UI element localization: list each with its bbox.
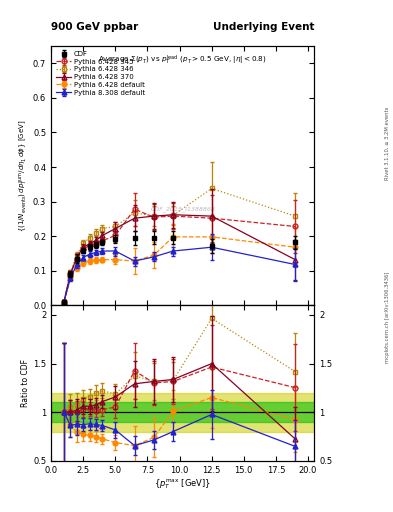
Text: Rivet 3.1.10, ≥ 3.2M events: Rivet 3.1.10, ≥ 3.2M events xyxy=(385,106,389,180)
Text: 900 GeV ppbar: 900 GeV ppbar xyxy=(51,22,138,32)
Text: Average $\Sigma(p_T)$ vs $p_T^{\rm lead}$ ($p_T > 0.5$ GeV, $|\eta| < 0.8$): Average $\Sigma(p_T)$ vs $p_T^{\rm lead}… xyxy=(99,54,267,67)
Text: Underlying Event: Underlying Event xyxy=(213,22,314,32)
Legend: CDF, Pythia 6.428 345, Pythia 6.428 346, Pythia 6.428 370, Pythia 6.428 default,: CDF, Pythia 6.428 345, Pythia 6.428 346,… xyxy=(55,50,147,97)
Text: CDF_2015_I1388868: CDF_2015_I1388868 xyxy=(150,206,215,212)
Y-axis label: Ratio to CDF: Ratio to CDF xyxy=(21,359,30,407)
Text: mcplots.cern.ch [arXiv:1306.3436]: mcplots.cern.ch [arXiv:1306.3436] xyxy=(385,272,389,363)
Y-axis label: $\{(1/N_{\rm events})\,dp_T^{\rm sum}/d\eta_1\,d\phi\}$ [GeV]: $\{(1/N_{\rm events})\,dp_T^{\rm sum}/d\… xyxy=(18,119,30,232)
X-axis label: $\{p_T^{\rm max}$ [GeV]$\}$: $\{p_T^{\rm max}$ [GeV]$\}$ xyxy=(154,477,211,491)
